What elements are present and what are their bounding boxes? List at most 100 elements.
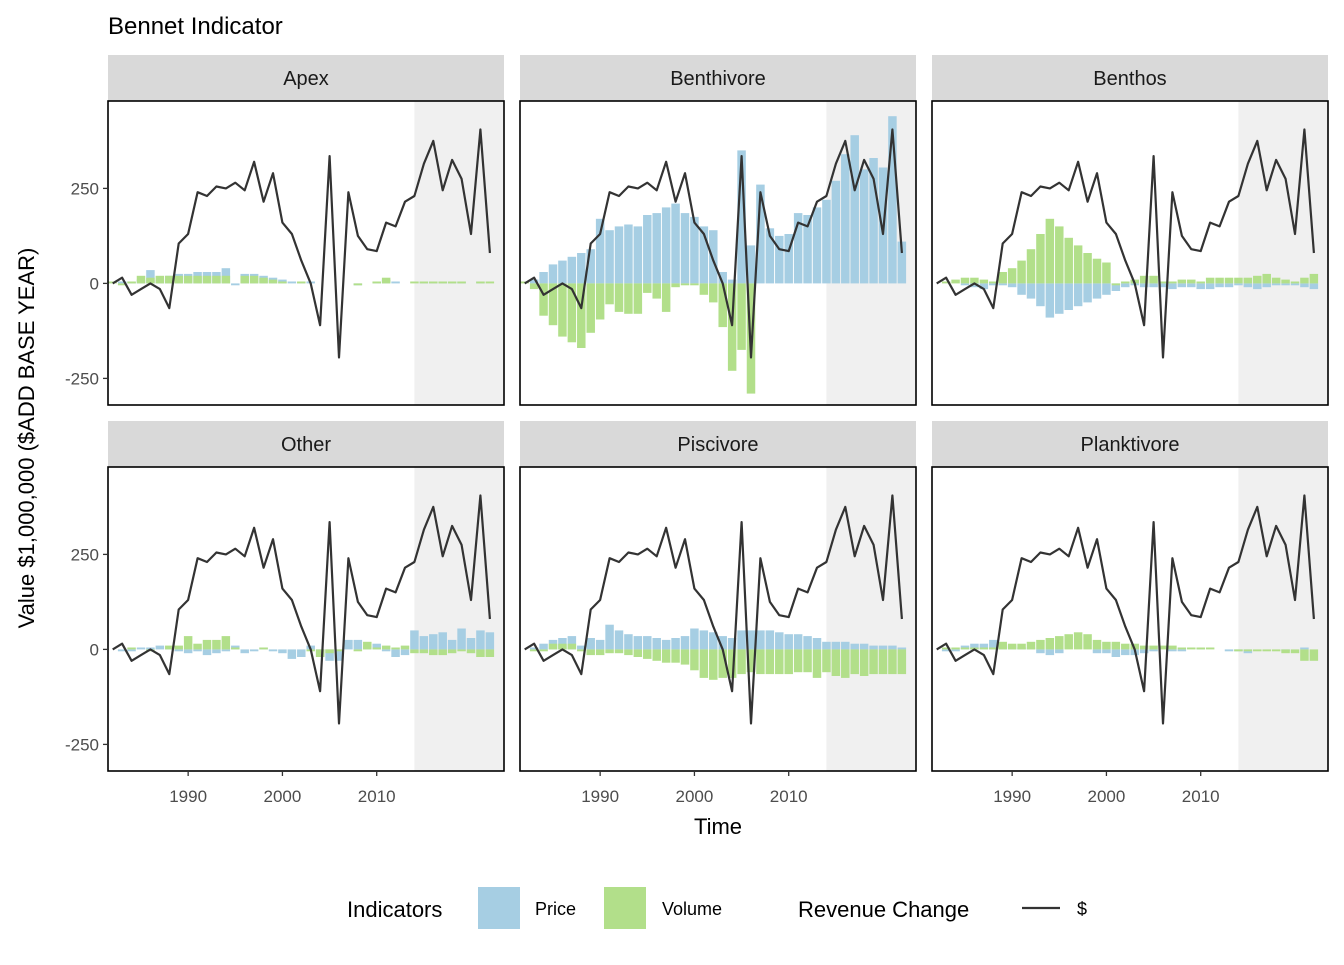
panel-border-other — [107, 466, 505, 772]
price-bar-benthivore-1997 — [661, 207, 671, 284]
legend-volume-swatch — [604, 887, 646, 929]
volume-bar-other-2010 — [372, 647, 381, 650]
price-bar-benthivore-1991 — [605, 230, 614, 284]
volume-bar-planktivore-1993 — [1036, 639, 1045, 650]
price-bar-benthivore-1993 — [624, 224, 633, 284]
price-bar-piscivore-1987 — [567, 636, 577, 650]
price-bar-piscivore-1996 — [652, 638, 661, 650]
volume-bar-piscivore-2004 — [727, 649, 737, 678]
volume-bar-apex-1990 — [183, 275, 193, 284]
price-bar-piscivore-1983 — [529, 647, 539, 650]
price-bar-piscivore-1992 — [614, 630, 624, 650]
price-bar-other-1990 — [183, 649, 193, 654]
volume-bar-piscivore-2019 — [869, 649, 878, 675]
volume-bar-benthos-1993 — [1036, 234, 1045, 284]
volume-bar-apex-1983 — [117, 283, 127, 286]
price-bar-benthivore-1995 — [643, 215, 652, 284]
volume-bar-benthivore-2001 — [699, 283, 709, 295]
volume-bar-apex-1991 — [193, 275, 202, 284]
price-bar-benthivore-1996 — [652, 213, 661, 284]
facet-strip-piscivore — [520, 421, 916, 467]
volume-bar-benthivore-1999 — [680, 283, 690, 286]
volume-bar-other-2013 — [400, 645, 410, 650]
price-bar-piscivore-1999 — [680, 636, 690, 650]
price-bar-benthivore-2007 — [756, 184, 765, 284]
facet-label-other: Other — [281, 434, 331, 456]
price-bar-planktivore-2001 — [1111, 649, 1121, 657]
volume-bar-planktivore-1985 — [960, 647, 970, 650]
price-bar-benthivore-1985 — [548, 264, 558, 284]
volume-bar-apex-2008 — [353, 283, 363, 286]
volume-bar-benthos-2012 — [1215, 277, 1224, 284]
volume-bar-benthos-2008 — [1177, 279, 1187, 284]
legend-price-label: Price — [535, 899, 576, 919]
price-bar-piscivore-2001 — [699, 630, 709, 650]
volume-bar-piscivore-2010 — [784, 649, 793, 675]
price-bar-other-2000 — [278, 649, 287, 654]
panel-border-piscivore — [519, 466, 917, 772]
price-bar-piscivore-2000 — [690, 628, 699, 650]
volume-bar-planktivore-2020 — [1290, 649, 1300, 654]
x-axis-title: Time — [694, 814, 742, 839]
volume-bar-piscivore-2001 — [699, 649, 709, 678]
volume-bar-apex-1984 — [127, 281, 136, 284]
volume-bar-other-2004 — [315, 649, 325, 657]
volume-bar-benthivore-1986 — [558, 283, 567, 337]
volume-bar-other-2009 — [363, 641, 372, 650]
x-tick-label-piscivore-2010: 2010 — [770, 787, 808, 806]
price-bar-piscivore-2017 — [850, 643, 859, 650]
price-bar-benthivore-2014 — [822, 199, 831, 284]
volume-bar-planktivore-1998 — [1083, 634, 1092, 650]
price-bar-benthos-1991 — [1017, 283, 1026, 295]
price-bar-piscivore-1997 — [661, 639, 671, 650]
price-bar-other-1993 — [212, 649, 221, 654]
volume-bar-benthos-1984 — [951, 279, 960, 284]
volume-bar-apex-2017 — [438, 281, 447, 284]
price-bar-benthos-1985 — [960, 283, 970, 286]
x-tick-label-other-1990: 1990 — [169, 787, 207, 806]
price-bar-other-1994 — [221, 649, 231, 652]
price-bar-benthivore-2009 — [775, 235, 784, 284]
x-tick-label-planktivore-2010: 2010 — [1182, 787, 1220, 806]
price-bar-benthivore-2004 — [727, 279, 737, 284]
volume-bar-piscivore-2003 — [718, 649, 727, 678]
price-bar-benthivore-1983 — [529, 279, 539, 284]
volume-bar-apex-2014 — [410, 281, 419, 284]
price-bar-apex-1986 — [146, 270, 155, 284]
volume-bar-planktivore-2018 — [1271, 649, 1281, 652]
price-bar-piscivore-2003 — [718, 636, 727, 650]
price-bar-piscivore-2021 — [888, 645, 897, 650]
facet-strip-apex — [108, 55, 504, 101]
price-bar-apex-2012 — [391, 281, 400, 284]
price-bar-planktivore-1988 — [989, 639, 998, 650]
price-bar-benthivore-1999 — [680, 213, 690, 284]
volume-bar-piscivore-2000 — [690, 649, 699, 671]
volume-bar-other-1991 — [193, 643, 202, 650]
price-bar-benthivore-2008 — [765, 228, 775, 284]
volume-bar-planktivore-1996 — [1064, 634, 1073, 650]
volume-bar-benthos-1999 — [1092, 258, 1102, 284]
volume-bar-apex-2010 — [372, 281, 381, 284]
price-bar-other-2017 — [438, 632, 447, 650]
volume-bar-apex-1998 — [259, 277, 268, 284]
facet-strip-benthos — [932, 55, 1328, 101]
volume-bar-benthos-1983 — [941, 281, 951, 284]
price-bar-planktivore-1993 — [1036, 649, 1045, 654]
volume-bar-benthivore-1988 — [577, 283, 586, 348]
price-bar-other-1985 — [136, 647, 146, 650]
legend-volume-label: Volume — [662, 899, 722, 919]
volume-bar-other-1992 — [202, 639, 212, 650]
price-bar-benthivore-2019 — [869, 158, 878, 284]
volume-bar-other-2014 — [410, 649, 419, 654]
facet-label-benthos: Benthos — [1093, 68, 1166, 90]
price-bar-planktivore-2005 — [1149, 649, 1158, 652]
panel-border-benthivore — [519, 100, 917, 406]
price-bar-benthos-2013 — [1224, 283, 1234, 288]
volume-bar-benthos-2020 — [1290, 281, 1300, 284]
volume-bar-planktivore-2019 — [1281, 649, 1290, 654]
volume-bar-other-2006 — [334, 649, 344, 652]
shaded-region-benthos — [1238, 101, 1328, 405]
volume-bar-benthos-2015 — [1243, 277, 1253, 284]
volume-bar-benthivore-2003 — [718, 283, 727, 328]
